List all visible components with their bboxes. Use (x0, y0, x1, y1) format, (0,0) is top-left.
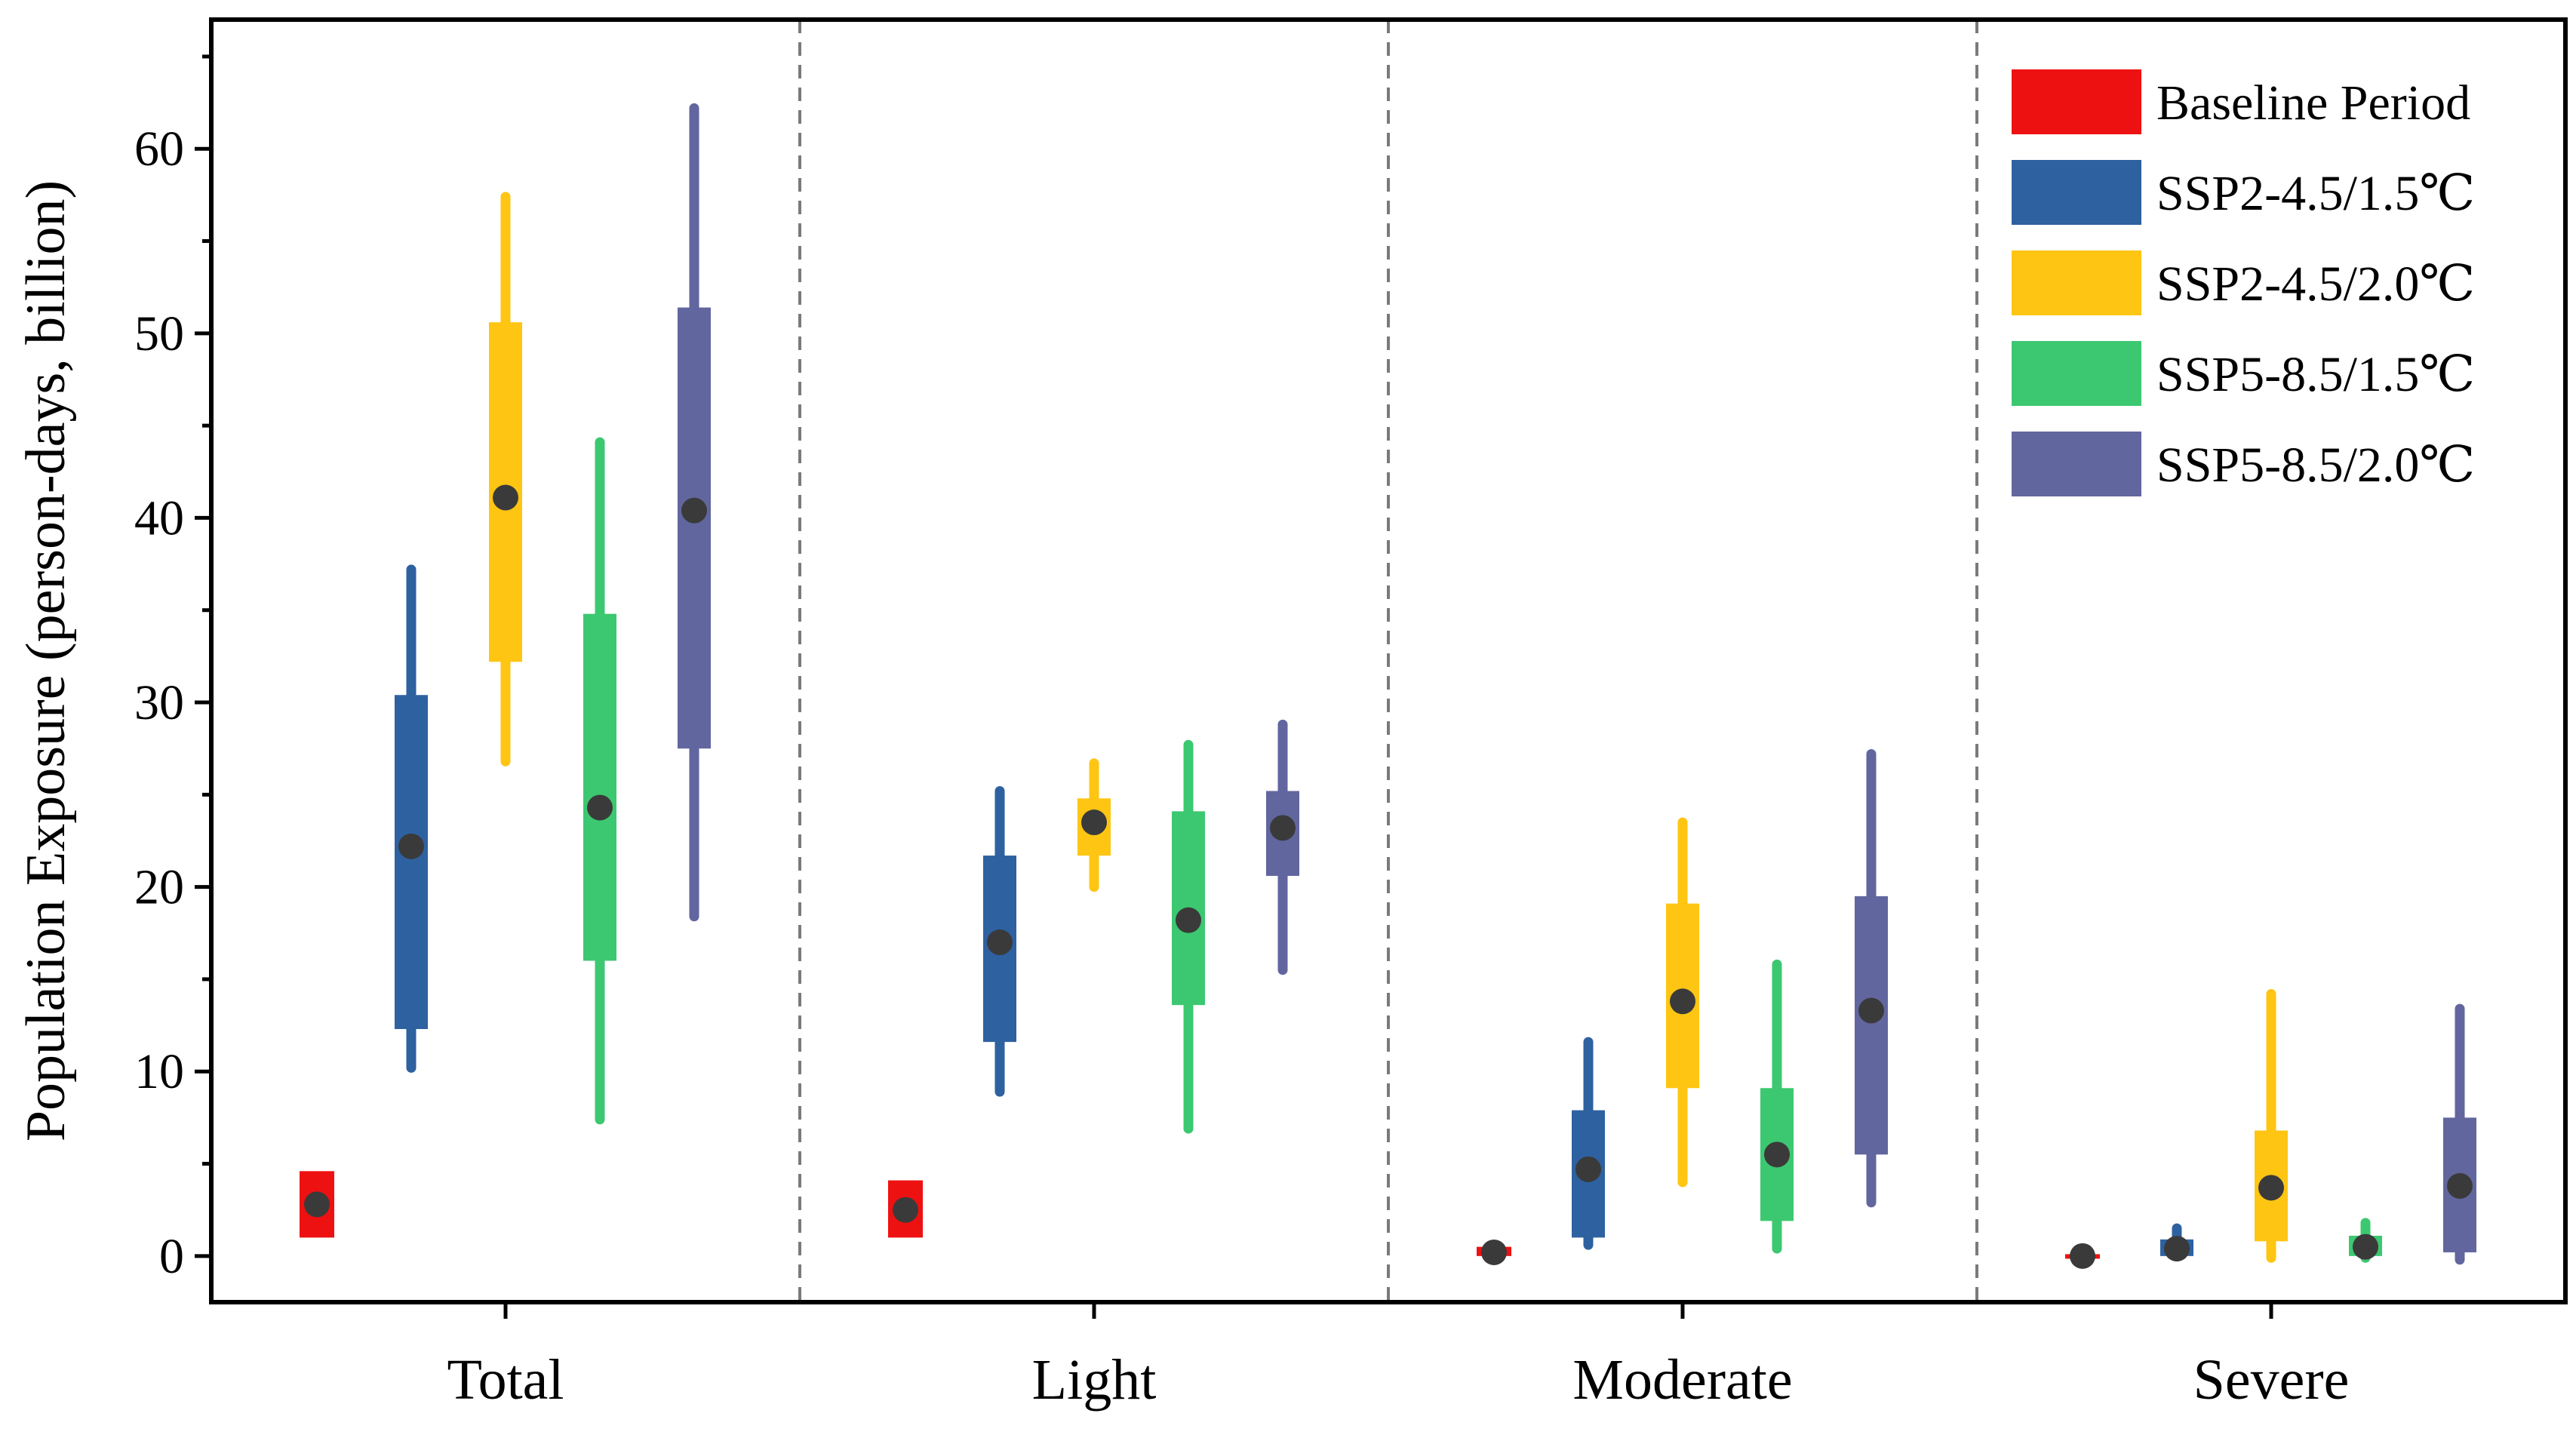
median-point (1764, 1141, 1790, 1168)
box-group (489, 192, 522, 767)
box-group (1477, 1239, 1511, 1265)
legend-label: SSP2-4.5/2.0℃ (2156, 257, 2475, 312)
box-group (2255, 989, 2288, 1263)
y-axis: 0 10 20 30 40 50 60 (134, 54, 211, 1284)
median-point (587, 794, 613, 821)
category-dividers (798, 20, 1978, 1302)
x-tick-label: Severe (2193, 1348, 2350, 1412)
iqr-box (1855, 896, 1888, 1155)
legend-swatch (2012, 69, 2141, 134)
box-group (2160, 1223, 2193, 1262)
median-point (1270, 815, 1296, 841)
y-tick-label: 30 (134, 675, 184, 730)
iqr-box (583, 613, 616, 961)
box-group (2065, 1243, 2100, 1269)
legend-swatch (2012, 432, 2141, 496)
box-group (1855, 749, 1888, 1208)
median-point (2447, 1172, 2473, 1199)
median-point (1670, 988, 1695, 1015)
median-point (987, 929, 1013, 956)
box-group (983, 785, 1016, 1097)
median-point (2164, 1236, 2190, 1262)
median-point (1858, 997, 1884, 1024)
box-group (1760, 959, 1794, 1254)
median-point (1081, 810, 1107, 836)
x-tick-label: Total (447, 1348, 564, 1412)
y-tick-label: 10 (134, 1044, 184, 1099)
legend-label: Baseline Period (2156, 75, 2470, 131)
box-group (1172, 739, 1205, 1134)
median-point (398, 833, 424, 859)
y-tick-label: 40 (134, 490, 184, 545)
x-axis: Total Light Moderate Severe (447, 1302, 2349, 1412)
box-group (395, 564, 428, 1073)
box-group (1572, 1037, 1605, 1250)
y-tick-label: 0 (159, 1229, 184, 1284)
median-point (2258, 1175, 2284, 1201)
legend: Baseline Period SSP2-4.5/1.5℃ SSP2-4.5/2.0… (1992, 45, 2558, 513)
iqr-box (395, 695, 428, 1029)
median-point (681, 497, 707, 524)
median-point (1575, 1156, 1601, 1182)
box-group (2349, 1218, 2382, 1263)
iqr-box (678, 307, 711, 749)
median-point (304, 1191, 330, 1218)
plot-area (300, 103, 2476, 1269)
legend-swatch (2012, 160, 2141, 225)
median-point (893, 1197, 918, 1223)
box-group (678, 103, 711, 922)
y-tick-label: 60 (134, 121, 184, 177)
box-group (300, 1171, 334, 1238)
median-point (2353, 1234, 2378, 1260)
median-point (493, 484, 518, 511)
legend-swatch (2012, 250, 2141, 315)
y-tick-label: 20 (134, 860, 184, 915)
plot-frame (209, 17, 2568, 1304)
median-point (1481, 1239, 1507, 1265)
legend-label: SSP5-8.5/2.0℃ (2156, 438, 2475, 493)
box-group (1666, 817, 1699, 1187)
x-tick-label: Light (1032, 1348, 1157, 1412)
box-group (1266, 719, 1299, 975)
median-point (2070, 1243, 2095, 1269)
legend-swatch (2012, 341, 2141, 406)
median-point (1176, 907, 1201, 933)
box-group (583, 437, 616, 1125)
legend-label: SSP2-4.5/1.5℃ (2156, 166, 2475, 221)
x-tick-label: Moderate (1572, 1348, 1792, 1412)
box-group (1077, 758, 1111, 893)
y-axis-title: Population Exposure (person-days, billio… (15, 180, 77, 1141)
box-group (888, 1180, 923, 1238)
y-tick-label: 50 (134, 306, 184, 361)
box-group (2443, 1003, 2476, 1265)
legend-label: SSP5-8.5/1.5℃ (2156, 347, 2475, 402)
